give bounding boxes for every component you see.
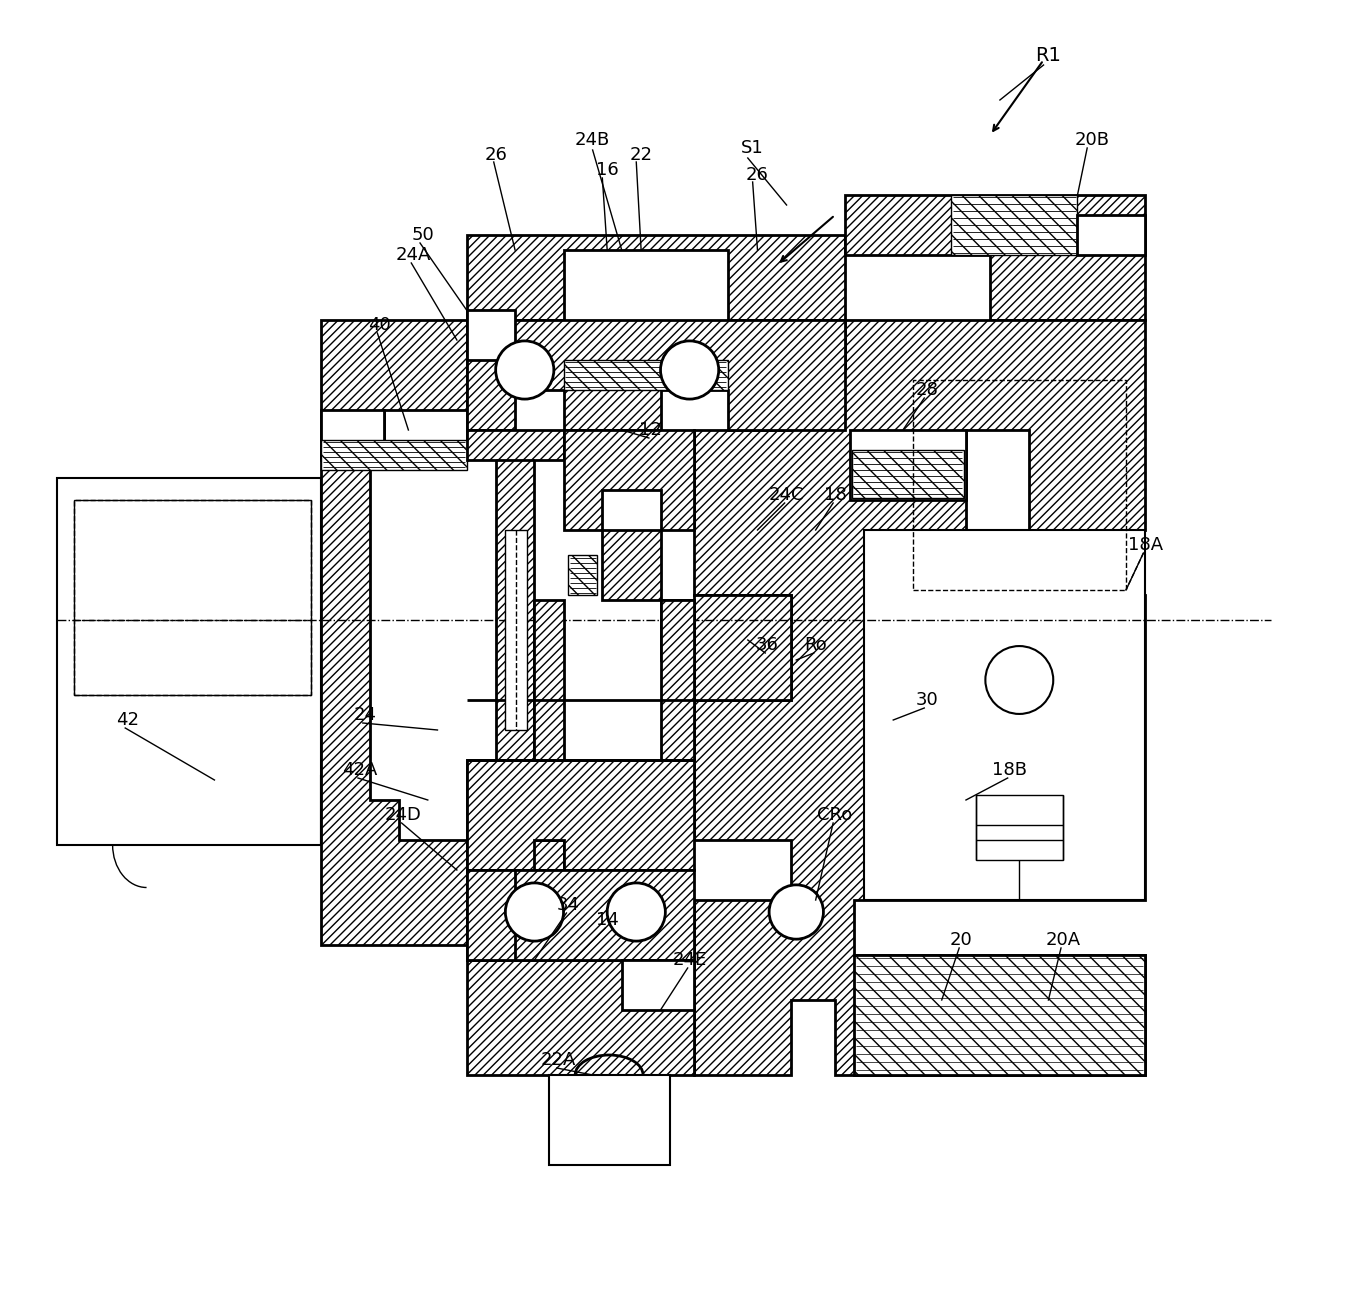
- Polygon shape: [467, 320, 845, 429]
- Polygon shape: [849, 429, 965, 500]
- Polygon shape: [467, 310, 515, 360]
- Polygon shape: [467, 760, 695, 871]
- Circle shape: [769, 885, 823, 939]
- Polygon shape: [321, 320, 467, 945]
- Text: 18: 18: [823, 486, 846, 504]
- Text: 18A: 18A: [1128, 536, 1163, 554]
- Text: 28: 28: [915, 381, 938, 399]
- Polygon shape: [563, 429, 695, 530]
- Text: 24C: 24C: [769, 486, 804, 504]
- Bar: [74, 500, 311, 695]
- Polygon shape: [321, 410, 385, 460]
- Polygon shape: [321, 440, 467, 470]
- Text: 50: 50: [412, 226, 435, 244]
- Text: 26: 26: [485, 146, 508, 164]
- Text: 24: 24: [353, 706, 376, 723]
- Polygon shape: [845, 196, 1145, 320]
- Text: 14: 14: [596, 911, 619, 930]
- Polygon shape: [661, 600, 695, 660]
- Polygon shape: [661, 600, 695, 760]
- Text: 30: 30: [915, 691, 938, 709]
- Polygon shape: [621, 960, 695, 1010]
- Text: 40: 40: [368, 316, 391, 334]
- Text: 24A: 24A: [395, 246, 431, 264]
- Polygon shape: [57, 478, 321, 846]
- Circle shape: [661, 341, 719, 399]
- Circle shape: [505, 882, 563, 941]
- Text: CRo: CRo: [818, 806, 853, 825]
- Polygon shape: [695, 320, 1145, 1075]
- Text: 16: 16: [596, 161, 619, 179]
- Polygon shape: [535, 600, 563, 760]
- Polygon shape: [467, 235, 845, 320]
- Text: Ro: Ro: [804, 635, 827, 654]
- Text: 42: 42: [115, 712, 138, 729]
- Text: 20: 20: [949, 931, 972, 949]
- Text: 22: 22: [630, 146, 653, 164]
- Text: 36: 36: [756, 635, 779, 654]
- Polygon shape: [603, 530, 661, 600]
- Polygon shape: [467, 871, 515, 960]
- Text: 26: 26: [746, 165, 769, 184]
- Polygon shape: [1078, 215, 1145, 255]
- Bar: [913, 379, 1127, 590]
- Polygon shape: [385, 410, 467, 460]
- Polygon shape: [467, 871, 695, 960]
- Polygon shape: [467, 429, 563, 871]
- Polygon shape: [952, 196, 1078, 255]
- Text: 24E: 24E: [673, 951, 707, 969]
- Text: 22A: 22A: [542, 1050, 577, 1069]
- Polygon shape: [976, 794, 1063, 860]
- Circle shape: [986, 646, 1053, 714]
- Text: R1: R1: [1036, 46, 1062, 64]
- Polygon shape: [548, 1075, 670, 1165]
- Polygon shape: [505, 530, 527, 730]
- Polygon shape: [854, 955, 1145, 1075]
- Text: 12: 12: [639, 421, 662, 439]
- Polygon shape: [74, 500, 311, 695]
- Polygon shape: [563, 360, 728, 390]
- Polygon shape: [864, 530, 1145, 899]
- Text: S1: S1: [741, 139, 764, 158]
- Polygon shape: [467, 960, 695, 1075]
- Text: 34: 34: [556, 895, 580, 914]
- Circle shape: [607, 882, 665, 941]
- Text: 42A: 42A: [343, 762, 378, 779]
- Text: 24B: 24B: [575, 131, 611, 148]
- Text: 18B: 18B: [992, 762, 1028, 779]
- Text: 24D: 24D: [385, 806, 422, 825]
- Circle shape: [496, 341, 554, 399]
- Polygon shape: [569, 555, 597, 595]
- Polygon shape: [695, 595, 792, 700]
- Polygon shape: [852, 450, 964, 498]
- Text: 20B: 20B: [1075, 131, 1109, 148]
- Text: 20A: 20A: [1045, 931, 1080, 949]
